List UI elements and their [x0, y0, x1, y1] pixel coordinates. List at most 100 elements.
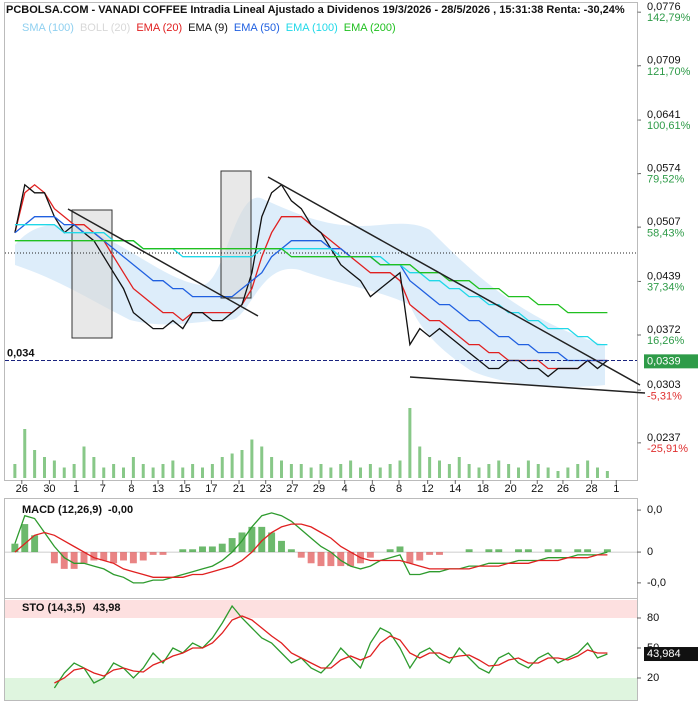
histogram-bar [60, 552, 68, 569]
volume-bar [270, 457, 274, 478]
x-tick-label: 15 [179, 483, 191, 495]
histogram-bar [603, 549, 611, 553]
histogram-bar [584, 549, 592, 553]
volume-bar [52, 460, 56, 478]
histogram-bar [100, 552, 108, 561]
legend-entry: EMA (50) [234, 22, 280, 34]
legend-entry: BOLL (20) [80, 22, 130, 34]
y2-tick-label: 100,61% [647, 120, 691, 132]
highlight-box [220, 170, 252, 299]
volume-bar [220, 457, 224, 478]
histogram-bar [515, 549, 522, 553]
histogram-bar [307, 552, 315, 564]
y-tick-label: 0,0507 [647, 216, 681, 228]
x-tick-label: 17 [205, 483, 217, 495]
histogram-bar [129, 552, 137, 564]
x-tick-label: 8 [128, 483, 134, 495]
last-value-label: 0,0339 [647, 355, 681, 367]
histogram-bar [485, 549, 493, 553]
histogram-bar [347, 552, 355, 567]
volume-bar [349, 460, 353, 478]
histogram-bar [426, 552, 434, 555]
volume-bar [517, 467, 520, 478]
volume-bar [240, 450, 244, 478]
y2-tick-label: 142,79% [647, 12, 691, 24]
volume-bar [171, 460, 175, 478]
series-line [14, 240, 608, 314]
x-tick-label: 20 [504, 483, 516, 495]
volume-bar [181, 467, 185, 478]
volume-bar [62, 467, 66, 478]
volume-bar [201, 467, 204, 478]
volume-bar [526, 460, 530, 478]
x-tick-label: 14 [449, 483, 461, 495]
histogram-bar [278, 540, 285, 553]
volume-bar [428, 457, 432, 478]
x-tick-label: 13 [152, 483, 164, 495]
series-line [53, 604, 608, 689]
histogram-bar [366, 552, 374, 558]
legend-entry: EMA (200) [344, 22, 396, 34]
histogram-bar [436, 552, 443, 555]
last-value-badge [644, 354, 698, 369]
x-tick-label: 18 [477, 483, 489, 495]
y-tick-label: 0,0 [647, 504, 662, 516]
x-tick-label: 22 [531, 483, 543, 495]
y2-tick-label: 16,26% [647, 335, 685, 347]
x-tick-label: 1 [73, 483, 79, 495]
histogram-bar [11, 543, 19, 553]
x-tick-label: 29 [313, 483, 325, 495]
highlight-box [71, 209, 113, 339]
histogram-bar [238, 532, 246, 553]
volume-bar [131, 457, 135, 478]
histogram-bar [524, 549, 532, 553]
last-value-badge [644, 647, 698, 662]
volume-bar [210, 464, 214, 478]
price-line-label: 0,034 [7, 347, 35, 359]
histogram-bar [149, 552, 157, 555]
histogram-bar [258, 526, 266, 553]
x-tick-label: 6 [369, 483, 375, 495]
volume-bar [596, 467, 599, 478]
volume-bar [378, 467, 382, 478]
volume-bar [566, 467, 570, 478]
volume-bar [497, 460, 501, 478]
volume-bar [556, 471, 560, 478]
y-tick-label: -0,0 [647, 577, 666, 589]
y-tick-label: 0,0641 [647, 109, 681, 121]
histogram-bar [317, 552, 325, 567]
y2-tick-label: -25,91% [647, 443, 688, 455]
histogram-bar [139, 552, 147, 561]
last-value-label: 43,984 [647, 648, 681, 660]
sto-title: STO (14,3,5) [22, 602, 86, 614]
histogram-bar [248, 526, 256, 553]
macd-value: -0,00 [108, 504, 133, 516]
histogram-bar [199, 546, 206, 553]
price-panel [4, 2, 638, 481]
volume-bar [457, 457, 461, 478]
sto-panel [4, 598, 638, 701]
y-tick-label: 0 [647, 546, 653, 558]
volume-bar [82, 446, 86, 478]
histogram-bar [120, 552, 127, 561]
x-tick-label: 4 [342, 483, 348, 495]
volume-bar [260, 446, 264, 478]
histogram-bar [386, 549, 394, 553]
x-tick-label: 7 [100, 483, 106, 495]
series-line [14, 216, 608, 362]
histogram-bar [70, 552, 78, 569]
legend-entry: EMA (100) [286, 22, 338, 34]
volume-bar [438, 460, 441, 478]
histogram-bar [406, 552, 414, 564]
histogram-bar [21, 524, 29, 553]
macd-title: MACD (12,26,9) [22, 504, 102, 516]
volume-bar [605, 471, 609, 478]
legend-entry: EMA (9) [188, 22, 228, 34]
volume-bar [398, 460, 402, 478]
series-layer [5, 183, 637, 700]
histogram-bar [574, 549, 582, 553]
volume-bar [43, 457, 46, 478]
series-line [14, 183, 608, 378]
legend-entry: SMA (100) [22, 22, 74, 34]
volume-bar [576, 464, 580, 478]
